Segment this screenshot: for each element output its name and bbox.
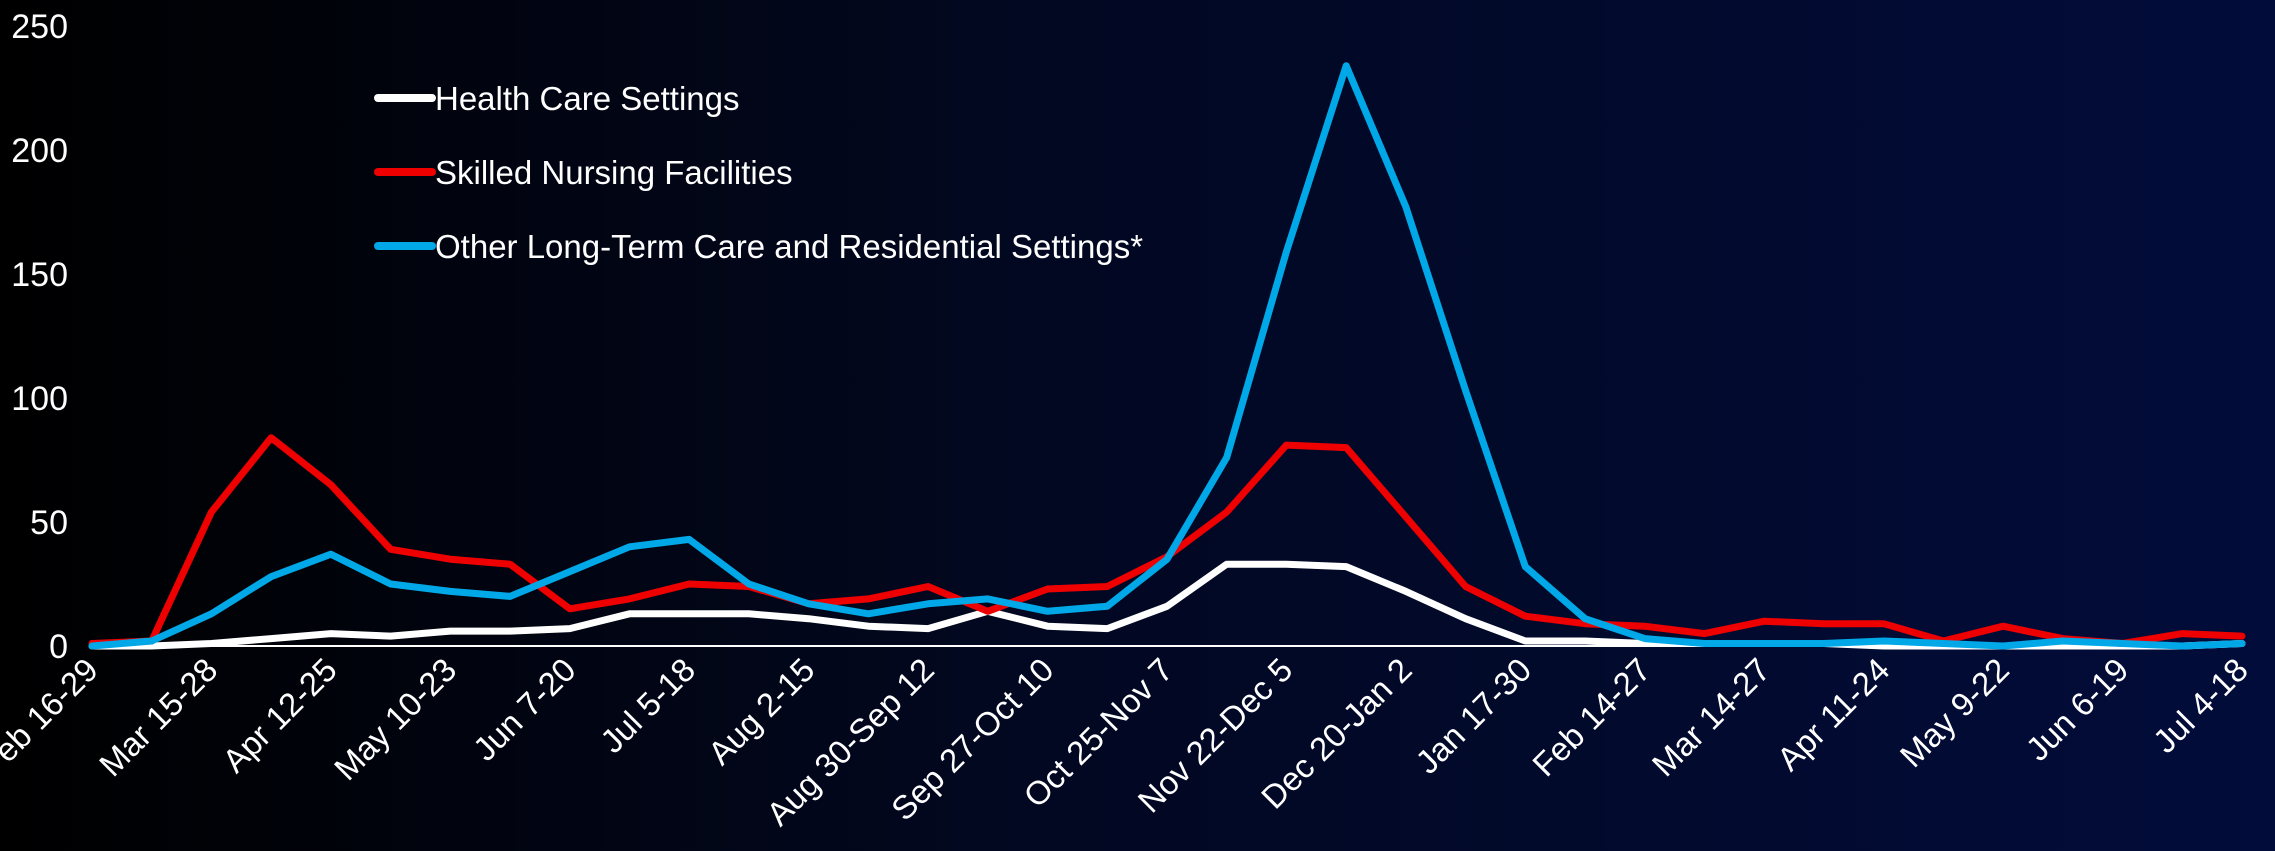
x-tick-label: May 9-22	[1893, 651, 2016, 774]
series-line-2	[88, 434, 2246, 647]
x-tick-label: Jul 5-18	[593, 651, 702, 760]
x-tick-label: Apr 12-25	[215, 651, 344, 780]
y-tick-label: 0	[49, 628, 68, 666]
x-tick-label: May 10-23	[327, 651, 463, 787]
x-tick-label: Mar 14-27	[1645, 651, 1778, 784]
y-tick-label: 150	[11, 256, 68, 294]
legend-label-3: Other Long-Term Care and Residential Set…	[435, 228, 1143, 265]
x-tick-label: Aug 2-15	[701, 651, 822, 772]
series-line-3	[88, 62, 2246, 650]
y-tick-label: 200	[11, 132, 68, 170]
y-tick-label: 250	[11, 8, 68, 46]
x-tick-label: Jun 7-20	[466, 651, 583, 768]
x-tick-label: Feb 16-29	[0, 651, 105, 784]
chart-legend: Health Care Settings Skilled Nursing Faci…	[374, 80, 1143, 265]
y-axis-tick-labels: 0 50 100 150 200 250	[11, 8, 68, 666]
x-tick-label: Feb 14-27	[1525, 651, 1658, 784]
y-tick-label: 100	[11, 380, 68, 418]
x-tick-label: Mar 15-28	[92, 651, 225, 784]
legend-label-2: Skilled Nursing Facilities	[435, 154, 793, 191]
y-tick-label: 50	[30, 504, 68, 542]
series-lines	[88, 62, 2246, 650]
series-line-1	[88, 560, 2246, 650]
x-tick-label: Jan 17-30	[1408, 651, 1538, 781]
x-tick-label: Jun 6-19	[2019, 651, 2136, 768]
x-tick-label: Jul 4-18	[2146, 651, 2255, 760]
x-tick-label: Apr 11-24	[1770, 651, 1897, 778]
legend-label-1: Health Care Settings	[435, 80, 740, 117]
